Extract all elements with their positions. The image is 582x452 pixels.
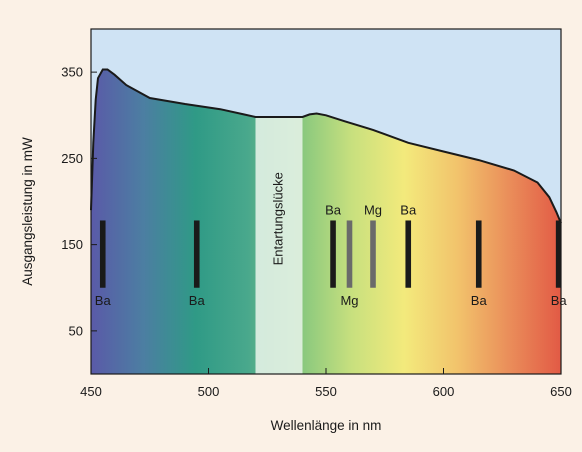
emission-line-bar	[330, 220, 336, 288]
emission-line-bar	[346, 220, 353, 288]
emission-line-label: Mg	[340, 293, 358, 308]
y-axis-title: Ausgangsleistung in mW	[20, 137, 35, 286]
x-tick-label: 650	[550, 384, 572, 399]
x-tick-label: 550	[315, 384, 337, 399]
emission-line-label: Mg	[364, 202, 382, 217]
emission-line-bar	[193, 220, 200, 288]
x-axis-title: Wellenlänge in nm	[271, 418, 382, 433]
emission-line-label: Ba	[551, 293, 568, 308]
emission-line-bar	[370, 220, 376, 288]
y-tick-label: 350	[61, 65, 83, 80]
y-tick-label: 150	[61, 237, 83, 252]
emission-line-bar	[405, 220, 412, 288]
gap-label: Entartungslücke	[270, 172, 285, 265]
y-tick-label: 250	[61, 151, 83, 166]
gap-band	[255, 69, 303, 374]
emission-line-label: Ba	[471, 293, 488, 308]
x-tick-label: 500	[198, 384, 220, 399]
x-axis: 450 500 550 600 650	[80, 368, 572, 399]
power-curve	[90, 68, 562, 224]
emission-line-label: Ba	[400, 202, 417, 217]
x-tick-label: 450	[80, 384, 102, 399]
y-tick-label: 50	[69, 323, 83, 338]
emission-line-bar	[555, 220, 562, 288]
emission-line-label: Ba	[325, 202, 342, 217]
emission-line-bar	[475, 220, 482, 288]
emission-line-label: Ba	[189, 293, 206, 308]
emission-line-label: Ba	[95, 293, 112, 308]
emission-lines: Ba Ba Ba Mg Mg Ba Ba Ba	[95, 202, 568, 307]
y-axis: 50 150 250 350	[61, 65, 97, 338]
emission-line-bar	[99, 220, 106, 288]
x-tick-label: 600	[433, 384, 455, 399]
